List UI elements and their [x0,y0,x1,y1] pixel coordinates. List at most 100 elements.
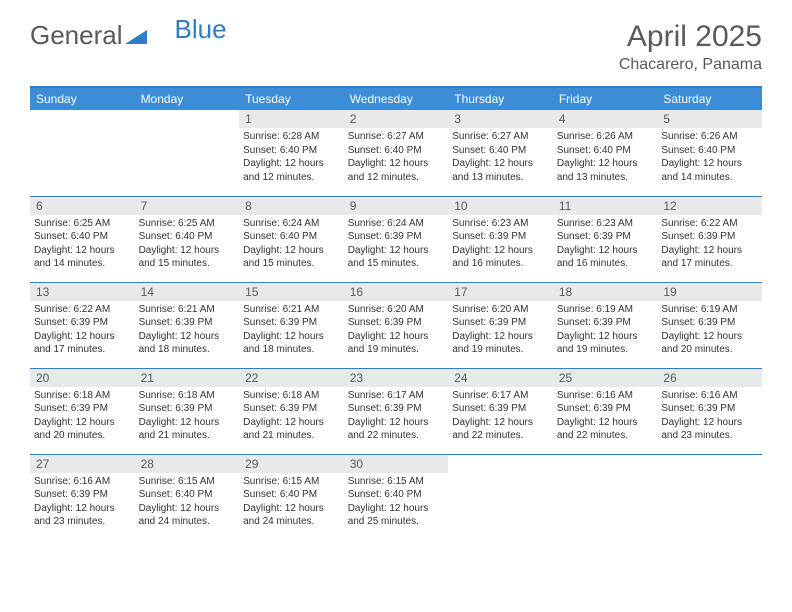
calendar-empty-cell [30,110,135,196]
day-details: Sunrise: 6:22 AMSunset: 6:39 PMDaylight:… [657,215,762,275]
calendar-empty-cell [448,454,553,540]
day-number: 28 [135,455,240,473]
calendar-week-row: 6Sunrise: 6:25 AMSunset: 6:40 PMDaylight… [30,196,762,282]
day-details: Sunrise: 6:21 AMSunset: 6:39 PMDaylight:… [239,301,344,361]
day-number: 23 [344,369,449,387]
weekday-row: SundayMondayTuesdayWednesdayThursdayFrid… [30,87,762,110]
day-details: Sunrise: 6:25 AMSunset: 6:40 PMDaylight:… [135,215,240,275]
logo-triangle-icon [125,20,147,51]
day-details: Sunrise: 6:27 AMSunset: 6:40 PMDaylight:… [344,128,449,188]
calendar-day-cell: 18Sunrise: 6:19 AMSunset: 6:39 PMDayligh… [553,282,658,368]
calendar-empty-cell [553,454,658,540]
calendar-day-cell: 20Sunrise: 6:18 AMSunset: 6:39 PMDayligh… [30,368,135,454]
day-details: Sunrise: 6:24 AMSunset: 6:39 PMDaylight:… [344,215,449,275]
calendar-day-cell: 29Sunrise: 6:15 AMSunset: 6:40 PMDayligh… [239,454,344,540]
calendar-day-cell: 10Sunrise: 6:23 AMSunset: 6:39 PMDayligh… [448,196,553,282]
day-details: Sunrise: 6:17 AMSunset: 6:39 PMDaylight:… [344,387,449,447]
day-details: Sunrise: 6:25 AMSunset: 6:40 PMDaylight:… [30,215,135,275]
day-number: 5 [657,110,762,128]
day-details: Sunrise: 6:19 AMSunset: 6:39 PMDaylight:… [657,301,762,361]
day-details: Sunrise: 6:16 AMSunset: 6:39 PMDaylight:… [30,473,135,533]
calendar-empty-cell [657,454,762,540]
day-number: 20 [30,369,135,387]
calendar-empty-cell [135,110,240,196]
calendar-day-cell: 21Sunrise: 6:18 AMSunset: 6:39 PMDayligh… [135,368,240,454]
day-number: 27 [30,455,135,473]
day-number: 2 [344,110,449,128]
calendar-body: 1Sunrise: 6:28 AMSunset: 6:40 PMDaylight… [30,110,762,540]
calendar-day-cell: 9Sunrise: 6:24 AMSunset: 6:39 PMDaylight… [344,196,449,282]
day-details: Sunrise: 6:20 AMSunset: 6:39 PMDaylight:… [448,301,553,361]
day-number: 18 [553,283,658,301]
day-details: Sunrise: 6:21 AMSunset: 6:39 PMDaylight:… [135,301,240,361]
day-number: 12 [657,197,762,215]
calendar-day-cell: 5Sunrise: 6:26 AMSunset: 6:40 PMDaylight… [657,110,762,196]
day-number: 16 [344,283,449,301]
calendar-day-cell: 30Sunrise: 6:15 AMSunset: 6:40 PMDayligh… [344,454,449,540]
day-number: 8 [239,197,344,215]
day-number: 14 [135,283,240,301]
day-number: 17 [448,283,553,301]
day-number: 24 [448,369,553,387]
calendar-day-cell: 11Sunrise: 6:23 AMSunset: 6:39 PMDayligh… [553,196,658,282]
location-label: Chacarero, Panama [619,56,762,74]
day-details: Sunrise: 6:19 AMSunset: 6:39 PMDaylight:… [553,301,658,361]
calendar-day-cell: 4Sunrise: 6:26 AMSunset: 6:40 PMDaylight… [553,110,658,196]
calendar-day-cell: 3Sunrise: 6:27 AMSunset: 6:40 PMDaylight… [448,110,553,196]
calendar-day-cell: 12Sunrise: 6:22 AMSunset: 6:39 PMDayligh… [657,196,762,282]
day-number: 4 [553,110,658,128]
weekday-header: Monday [135,87,240,110]
day-number: 6 [30,197,135,215]
day-number: 3 [448,110,553,128]
day-number: 26 [657,369,762,387]
day-details: Sunrise: 6:18 AMSunset: 6:39 PMDaylight:… [239,387,344,447]
calendar-week-row: 1Sunrise: 6:28 AMSunset: 6:40 PMDaylight… [30,110,762,196]
weekday-header: Friday [553,87,658,110]
day-details: Sunrise: 6:26 AMSunset: 6:40 PMDaylight:… [553,128,658,188]
day-number: 1 [239,110,344,128]
day-number: 10 [448,197,553,215]
calendar-day-cell: 13Sunrise: 6:22 AMSunset: 6:39 PMDayligh… [30,282,135,368]
day-number: 9 [344,197,449,215]
calendar-day-cell: 14Sunrise: 6:21 AMSunset: 6:39 PMDayligh… [135,282,240,368]
day-details: Sunrise: 6:20 AMSunset: 6:39 PMDaylight:… [344,301,449,361]
weekday-header: Thursday [448,87,553,110]
day-details: Sunrise: 6:15 AMSunset: 6:40 PMDaylight:… [135,473,240,533]
day-number: 7 [135,197,240,215]
logo: General Blue [30,20,227,51]
day-number: 19 [657,283,762,301]
day-details: Sunrise: 6:22 AMSunset: 6:39 PMDaylight:… [30,301,135,361]
calendar-day-cell: 23Sunrise: 6:17 AMSunset: 6:39 PMDayligh… [344,368,449,454]
day-number: 15 [239,283,344,301]
calendar-day-cell: 28Sunrise: 6:15 AMSunset: 6:40 PMDayligh… [135,454,240,540]
day-number: 22 [239,369,344,387]
calendar-day-cell: 19Sunrise: 6:19 AMSunset: 6:39 PMDayligh… [657,282,762,368]
day-details: Sunrise: 6:24 AMSunset: 6:40 PMDaylight:… [239,215,344,275]
logo-text-gray: General [30,20,123,51]
day-details: Sunrise: 6:23 AMSunset: 6:39 PMDaylight:… [448,215,553,275]
calendar-day-cell: 24Sunrise: 6:17 AMSunset: 6:39 PMDayligh… [448,368,553,454]
calendar-day-cell: 22Sunrise: 6:18 AMSunset: 6:39 PMDayligh… [239,368,344,454]
calendar-day-cell: 27Sunrise: 6:16 AMSunset: 6:39 PMDayligh… [30,454,135,540]
day-number: 11 [553,197,658,215]
day-details: Sunrise: 6:16 AMSunset: 6:39 PMDaylight:… [657,387,762,447]
day-details: Sunrise: 6:26 AMSunset: 6:40 PMDaylight:… [657,128,762,188]
day-details: Sunrise: 6:23 AMSunset: 6:39 PMDaylight:… [553,215,658,275]
calendar-head: SundayMondayTuesdayWednesdayThursdayFrid… [30,87,762,110]
day-details: Sunrise: 6:15 AMSunset: 6:40 PMDaylight:… [239,473,344,533]
weekday-header: Tuesday [239,87,344,110]
weekday-header: Sunday [30,87,135,110]
day-details: Sunrise: 6:27 AMSunset: 6:40 PMDaylight:… [448,128,553,188]
weekday-header: Saturday [657,87,762,110]
calendar-day-cell: 6Sunrise: 6:25 AMSunset: 6:40 PMDaylight… [30,196,135,282]
day-number: 30 [344,455,449,473]
calendar-day-cell: 1Sunrise: 6:28 AMSunset: 6:40 PMDaylight… [239,110,344,196]
month-title: April 2025 [619,20,762,54]
calendar-week-row: 27Sunrise: 6:16 AMSunset: 6:39 PMDayligh… [30,454,762,540]
calendar-day-cell: 17Sunrise: 6:20 AMSunset: 6:39 PMDayligh… [448,282,553,368]
calendar-page: General Blue April 2025 Chacarero, Panam… [0,0,792,560]
calendar-day-cell: 7Sunrise: 6:25 AMSunset: 6:40 PMDaylight… [135,196,240,282]
title-block: April 2025 Chacarero, Panama [619,20,762,74]
day-details: Sunrise: 6:16 AMSunset: 6:39 PMDaylight:… [553,387,658,447]
day-details: Sunrise: 6:18 AMSunset: 6:39 PMDaylight:… [30,387,135,447]
